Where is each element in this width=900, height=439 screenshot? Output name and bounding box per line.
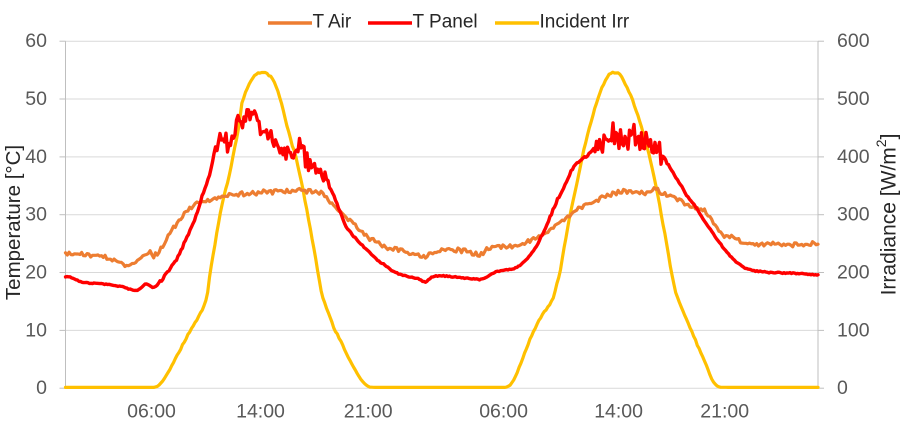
svg-text:600: 600	[837, 30, 870, 52]
svg-text:0: 0	[36, 377, 47, 399]
svg-text:40: 40	[25, 146, 47, 168]
svg-text:Temperature [°C]: Temperature [°C]	[2, 145, 25, 300]
svg-text:14:00: 14:00	[236, 401, 285, 423]
svg-text:T Panel: T Panel	[413, 11, 478, 32]
svg-text:300: 300	[837, 204, 870, 226]
svg-text:14:00: 14:00	[594, 401, 643, 423]
svg-text:T Air: T Air	[313, 11, 352, 32]
svg-text:06:00: 06:00	[479, 401, 528, 423]
svg-text:500: 500	[837, 88, 870, 110]
svg-text:10: 10	[25, 319, 47, 341]
svg-text:30: 30	[25, 204, 47, 226]
svg-text:06:00: 06:00	[127, 401, 176, 423]
svg-text:100: 100	[837, 319, 870, 341]
svg-text:20: 20	[25, 262, 47, 284]
svg-text:400: 400	[837, 146, 870, 168]
svg-text:Irradiance [W/m2]: Irradiance [W/m2]	[873, 134, 900, 296]
svg-text:0: 0	[837, 377, 848, 399]
svg-text:50: 50	[25, 88, 47, 110]
svg-text:21:00: 21:00	[700, 401, 749, 423]
svg-text:60: 60	[25, 30, 47, 52]
svg-text:21:00: 21:00	[344, 401, 393, 423]
svg-text:200: 200	[837, 262, 870, 284]
svg-text:Incident Irr: Incident Irr	[540, 11, 630, 32]
